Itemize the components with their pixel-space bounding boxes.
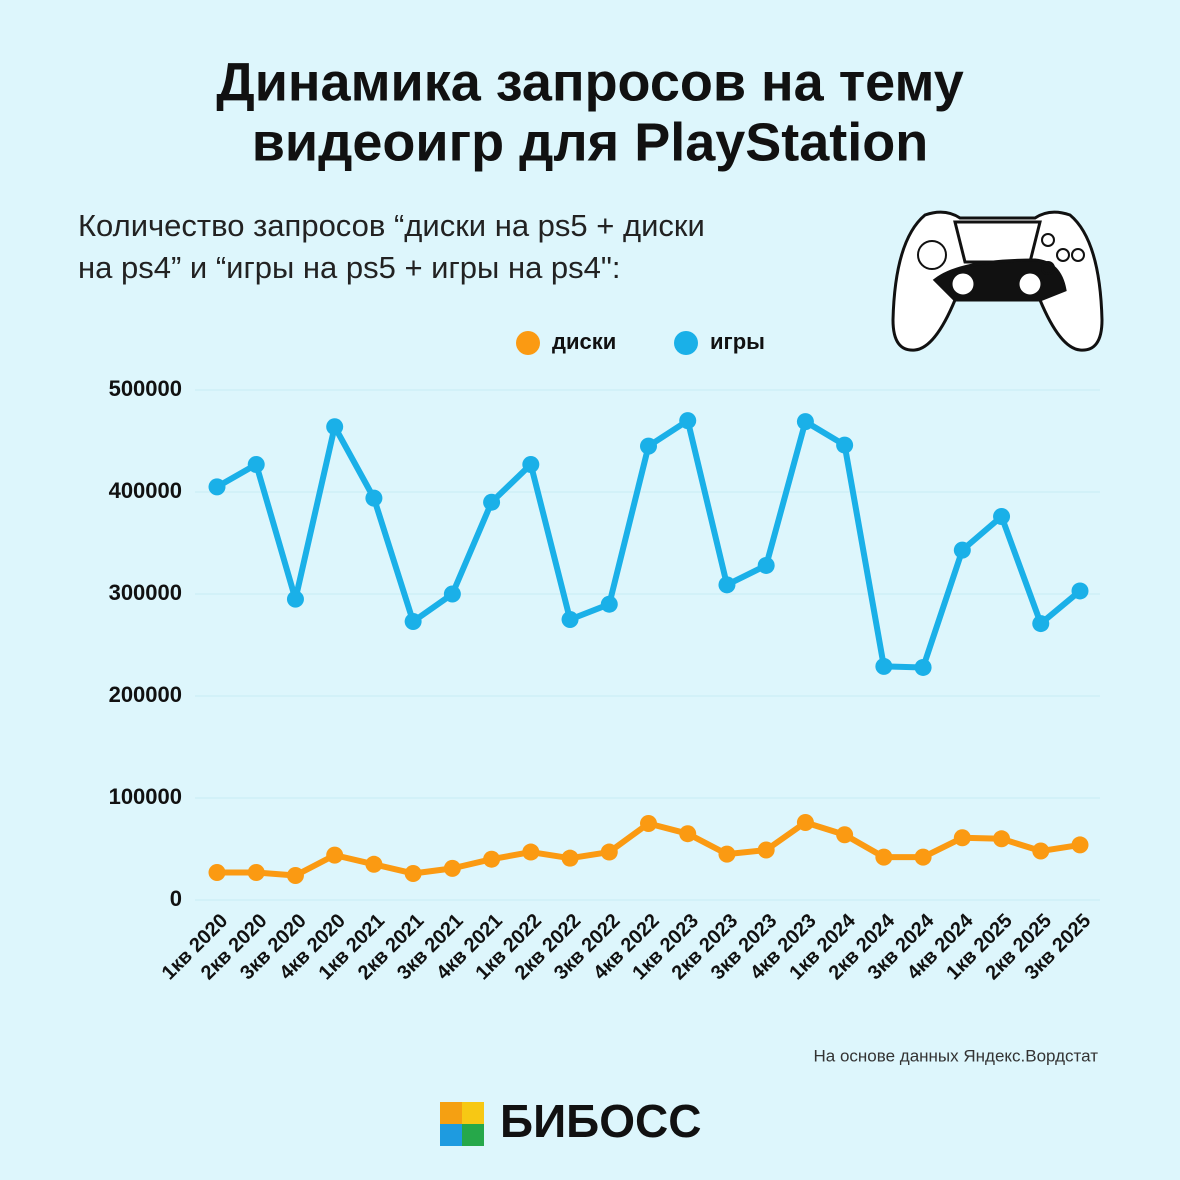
data-point <box>757 556 775 574</box>
data-point <box>443 585 461 603</box>
data-point <box>326 418 344 436</box>
brand-name: БИБОСС <box>500 1095 701 1147</box>
data-point <box>208 863 226 881</box>
data-point <box>247 863 265 881</box>
data-point <box>208 478 226 496</box>
data-point <box>365 489 383 507</box>
source-note: На основе данных Яндекс.Вордстат <box>814 1046 1099 1065</box>
legend-label: игры <box>710 329 765 354</box>
data-point <box>561 611 579 628</box>
data-point <box>796 413 814 431</box>
brand-logo <box>440 1102 484 1146</box>
y-tick-label: 0 <box>170 886 182 911</box>
series-line <box>215 417 1082 671</box>
data-point <box>718 576 736 594</box>
data-point <box>1071 582 1089 600</box>
data-point <box>443 859 461 877</box>
data-point <box>875 657 893 675</box>
data-point <box>1032 842 1050 860</box>
data-point <box>875 848 893 866</box>
data-point <box>993 507 1011 525</box>
data-point <box>404 613 422 631</box>
data-point <box>1071 836 1089 854</box>
data-point <box>679 412 697 430</box>
data-point <box>522 455 540 473</box>
series <box>208 412 1089 676</box>
data-point <box>600 595 618 613</box>
data-point <box>640 815 657 832</box>
data-point <box>757 841 775 859</box>
chart-title: видеоигр для PlayStation <box>252 112 929 172</box>
y-tick-label: 100000 <box>109 784 182 809</box>
y-tick-label: 300000 <box>109 580 182 605</box>
data-point <box>483 493 501 511</box>
data-point <box>483 850 501 868</box>
legend-marker <box>516 331 540 355</box>
subtitle: на ps4” и “игры на ps5 + игры на ps4": <box>78 250 621 285</box>
data-point <box>600 843 618 861</box>
y-tick-label: 500000 <box>109 376 182 401</box>
data-point <box>1032 615 1050 633</box>
y-tick-label: 200000 <box>109 682 182 707</box>
data-point <box>993 830 1011 848</box>
data-point <box>679 825 697 843</box>
gamepad-icon <box>891 210 1104 352</box>
data-point <box>247 455 265 473</box>
data-point <box>404 864 422 882</box>
data-point <box>796 813 814 831</box>
legend-marker <box>674 331 698 355</box>
series <box>208 813 1089 885</box>
data-point <box>286 867 304 885</box>
data-point <box>836 436 854 454</box>
subtitle: Количество запросов “диски на ps5 + диск… <box>78 208 705 243</box>
data-point <box>953 541 971 559</box>
data-point <box>561 849 579 867</box>
data-point <box>365 855 383 873</box>
data-point <box>914 848 932 866</box>
data-point <box>836 826 854 844</box>
data-point <box>286 590 304 608</box>
y-tick-label: 400000 <box>109 478 182 503</box>
data-point <box>326 846 344 864</box>
data-point <box>640 437 657 455</box>
data-point <box>718 845 736 863</box>
data-point <box>953 829 971 847</box>
data-point <box>522 843 540 861</box>
legend-label: диски <box>552 329 616 354</box>
chart-title: Динамика запросов на тему <box>216 52 963 112</box>
data-point <box>914 658 932 676</box>
